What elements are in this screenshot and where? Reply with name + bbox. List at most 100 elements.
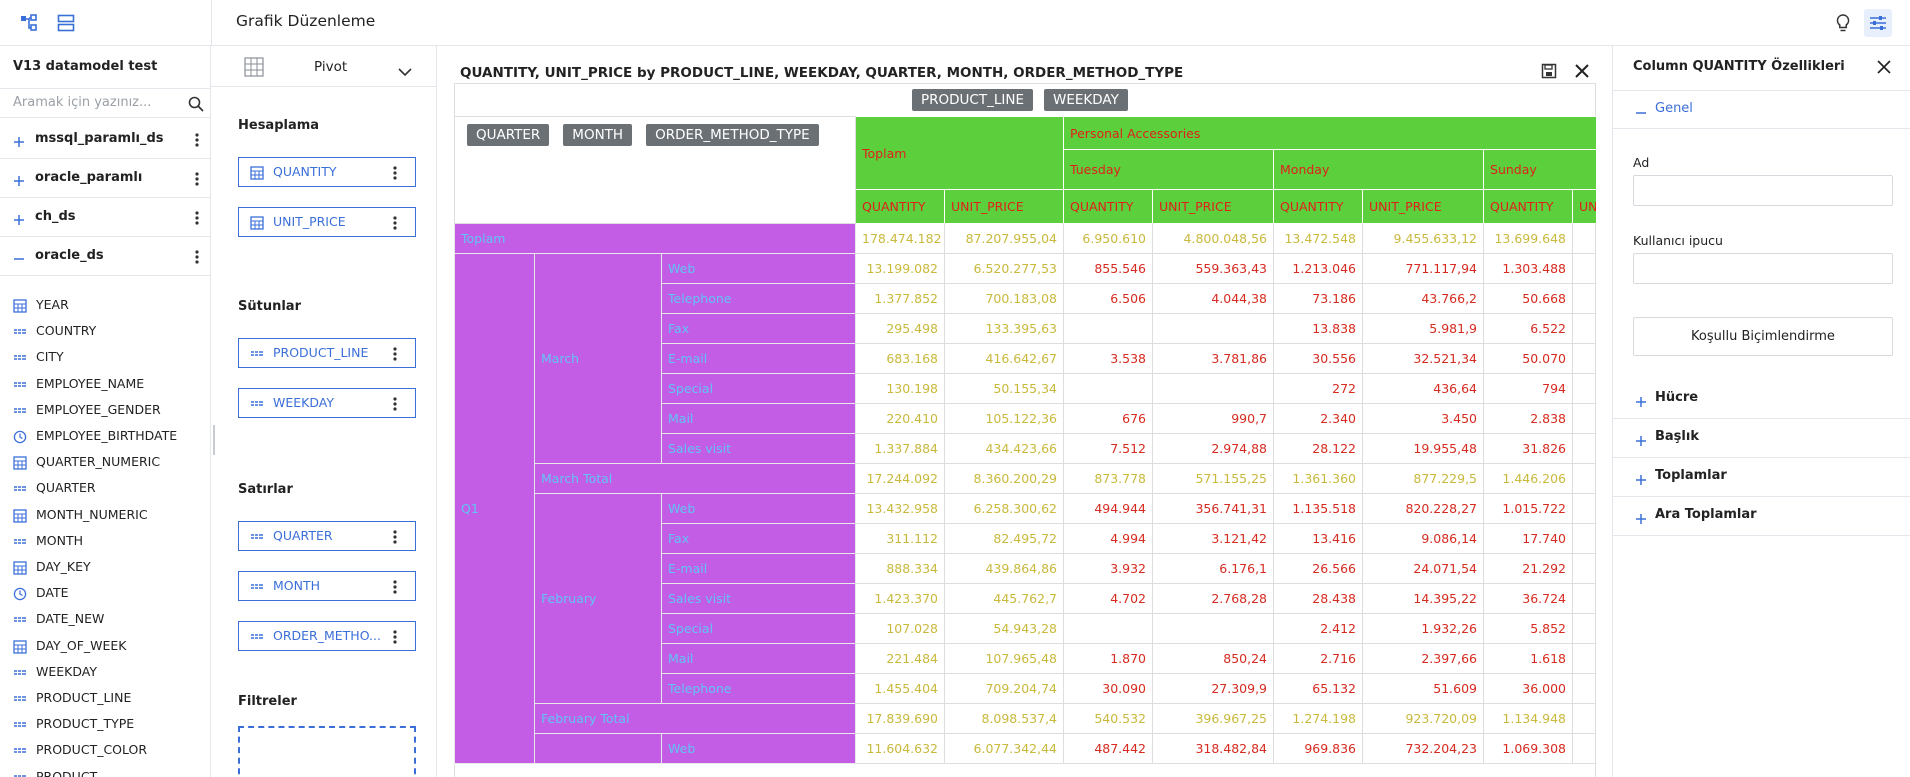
field-chip[interactable]: MONTH	[238, 571, 416, 601]
expand-icon[interactable]	[13, 133, 25, 152]
hint-icon[interactable]	[1834, 13, 1852, 33]
text-input[interactable]	[1633, 175, 1893, 206]
datasource-row[interactable]: mssql_paramlı_ds	[0, 120, 210, 159]
section-header[interactable]: Başlık	[1613, 419, 1910, 458]
expand-icon[interactable]	[1635, 432, 1647, 451]
icon-part	[188, 96, 204, 112]
field-chip[interactable]: QUARTER	[238, 521, 416, 551]
pivot-mode[interactable]: Pivot	[314, 59, 348, 75]
field-chip[interactable]: ORDER_METHO...	[238, 621, 416, 651]
row-field-chip[interactable]: QUARTER	[467, 124, 550, 146]
more-icon[interactable]	[393, 579, 397, 598]
datasource-row[interactable]: oracle_paramlı	[0, 159, 210, 198]
field-item[interactable]: DATE_NEW	[0, 607, 210, 631]
icon-part	[30, 14, 37, 21]
more-icon[interactable]	[195, 210, 199, 229]
collapse-icon[interactable]	[13, 250, 25, 269]
column-field-chip[interactable]: WEEKDAY	[1043, 89, 1128, 111]
field-chip[interactable]: WEEKDAY	[238, 388, 416, 418]
search-icon[interactable]	[188, 96, 204, 116]
close-chart-icon[interactable]	[1574, 63, 1590, 79]
field-item[interactable]: DAY_OF_WEEK	[0, 634, 210, 658]
properties-close-icon[interactable]	[1877, 60, 1891, 74]
field-item[interactable]: QUARTER	[0, 476, 210, 500]
expand-icon[interactable]	[1635, 393, 1647, 412]
more-icon[interactable]	[393, 165, 397, 184]
datasource-row[interactable]: oracle_ds	[0, 237, 210, 276]
chevron-icon[interactable]	[398, 62, 412, 81]
section-header[interactable]: Hücre	[1613, 380, 1910, 419]
field-item[interactable]: COUNTRY	[0, 319, 210, 343]
diagram-icon[interactable]	[20, 14, 38, 32]
field-item[interactable]: DATE	[0, 581, 210, 605]
section-header[interactable]: Ara Toplamlar	[1613, 497, 1910, 536]
column-field-chip[interactable]: PRODUCT_LINE	[912, 89, 1033, 111]
section-header[interactable]: Genel	[1613, 90, 1910, 129]
more-icon[interactable]	[195, 171, 199, 190]
expand-icon[interactable]	[1635, 510, 1647, 529]
icon-part	[393, 216, 397, 220]
method-header: Web	[660, 493, 857, 524]
value-cell	[1063, 613, 1154, 644]
field-item[interactable]: QUARTER_NUMERIC	[0, 450, 210, 474]
more-icon[interactable]	[195, 132, 199, 151]
layout-icon[interactable]	[57, 14, 75, 32]
field-item[interactable]: MONTH	[0, 529, 210, 553]
field-item[interactable]: WEEKDAY	[0, 660, 210, 684]
search-box[interactable]: Aramak için yazınız...	[0, 88, 210, 118]
field-item[interactable]: PRODUCT_TYPE	[0, 712, 210, 736]
icon-part	[251, 534, 263, 539]
text-input[interactable]	[1633, 253, 1893, 284]
more-icon[interactable]	[393, 346, 397, 365]
settings-icon[interactable]	[1869, 14, 1887, 32]
icon-part	[393, 630, 397, 644]
field-item[interactable]: EMPLOYEE_GENDER	[0, 398, 210, 422]
field-item[interactable]: EMPLOYEE_BIRTHDATE	[0, 424, 210, 448]
row-field-chip[interactable]: ORDER_METHOD_TYPE	[646, 124, 819, 146]
conditional-format-button[interactable]: Koşullu Biçimlendirme	[1633, 317, 1893, 356]
section-header[interactable]: Toplamlar	[1613, 458, 1910, 497]
field-type-icon	[13, 691, 27, 710]
icon-part	[13, 561, 27, 575]
more-icon[interactable]	[393, 215, 397, 234]
drop-zone[interactable]	[238, 726, 416, 777]
icon-part	[250, 216, 264, 230]
expand-icon[interactable]	[13, 211, 25, 230]
field-chip[interactable]: UNIT_PRICE	[238, 207, 416, 237]
field-chip[interactable]: QUANTITY	[238, 157, 416, 187]
value-cell: 3.450	[1362, 403, 1485, 434]
field-item[interactable]: CITY	[0, 345, 210, 369]
collapse-icon[interactable]	[1635, 104, 1647, 123]
field-item[interactable]: EMPLOYEE_NAME	[0, 372, 210, 396]
field-item[interactable]: MONTH_NUMERIC	[0, 503, 210, 527]
value-cell: 87.207.955,04	[944, 223, 1065, 254]
save-icon[interactable]	[1541, 63, 1557, 79]
expand-icon[interactable]	[13, 172, 25, 191]
icon-part	[251, 401, 263, 406]
total-header: Toplam	[855, 116, 1065, 190]
model-name: V13 datamodel test	[13, 59, 158, 74]
resize-handle[interactable]	[213, 425, 215, 455]
more-icon[interactable]	[393, 629, 397, 648]
method-header: Mail	[660, 403, 857, 434]
row-field-chip[interactable]: MONTH	[563, 124, 633, 146]
value-cell: 6.950.610	[1063, 223, 1154, 254]
expand-icon[interactable]	[1635, 471, 1647, 490]
pivot-type-icon[interactable]	[244, 57, 264, 81]
value-cell	[1572, 643, 1596, 674]
icon-part	[1636, 514, 1646, 524]
subtotal-header: March Total	[533, 463, 857, 494]
value-cell: 4.800.048,56	[1152, 223, 1275, 254]
more-icon[interactable]	[393, 529, 397, 548]
icon-part	[1880, 26, 1883, 30]
more-icon[interactable]	[195, 249, 199, 268]
field-chip[interactable]: PRODUCT_LINE	[238, 338, 416, 368]
icon-part	[13, 639, 27, 654]
field-item[interactable]: DAY_KEY	[0, 555, 210, 579]
more-icon[interactable]	[393, 396, 397, 415]
field-item[interactable]: PRODUCT_LINE	[0, 686, 210, 710]
field-item[interactable]: YEAR	[0, 293, 210, 317]
datasource-row[interactable]: ch_ds	[0, 198, 210, 237]
field-item[interactable]: PRODUCT_COLOR	[0, 738, 210, 762]
field-item[interactable]: PRODUCT	[0, 765, 210, 777]
